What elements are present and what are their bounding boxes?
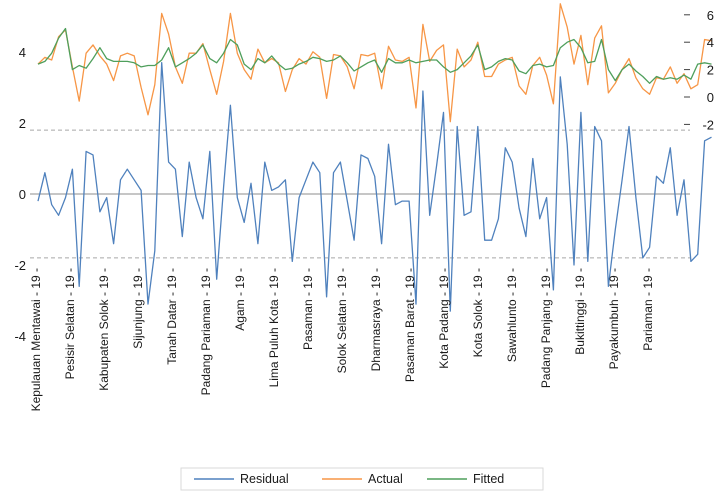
series-layer [37, 3, 712, 312]
left-tick-label: -4 [14, 329, 26, 344]
x-tick-label: Padang Panjang - 19 - [539, 268, 553, 388]
x-tick-label: Kota Solok - 19 - [471, 268, 485, 357]
x-tick-label: Kota Padang - 19 - [437, 268, 451, 369]
x-tick-label: Pariaman - 19 - [641, 268, 655, 351]
right-tick-label: -2 [702, 117, 714, 132]
left-tick-label: -2 [14, 258, 26, 273]
x-tick-label: Dharmasraya - 19 - [369, 268, 383, 371]
right-tick-label: 0 [707, 90, 714, 105]
legend: Residual Actual Fitted [180, 467, 544, 491]
x-tick-label: Sijunjung - 19 - [131, 268, 145, 349]
x-tick-label: Kabupaten Solok - 19 - [97, 268, 111, 391]
left-tick-label: 2 [19, 116, 26, 131]
x-tick-label: Sawahlunto - 19 - [505, 268, 519, 362]
legend-label-actual: Actual [368, 472, 403, 486]
x-axis: Kepulauan Mentawai - 19 - Pesisir Selatan… [29, 268, 655, 411]
right-tick-label: 2 [707, 63, 714, 78]
series-line-residual [37, 62, 712, 312]
x-tick-label: Bukittinggi - 19 - [573, 268, 587, 355]
x-tick-label: Agam - 19 - [233, 268, 247, 331]
x-tick-label: Pasaman Barat - 19 - [403, 268, 417, 382]
series-line-actual [37, 3, 712, 123]
series-line-fitted [37, 27, 712, 84]
x-tick-label: Lima Puluh Kota - 19 - [267, 268, 281, 387]
legend-label-residual: Residual [240, 472, 289, 486]
x-tick-label: Solok Selatan - 19 - [335, 268, 349, 373]
x-tick-label: Pesisir Selatan - 19 - [63, 268, 77, 379]
legend-label-fitted: Fitted [473, 472, 504, 486]
right-tick-label: 6 [707, 8, 714, 23]
x-tick-label: Payakumbuh - 19 - [607, 268, 621, 369]
x-tick-label: Pasaman - 19 - [301, 268, 315, 350]
right-axis: -202468 [684, 8, 714, 132]
left-tick-label: 4 [19, 45, 26, 60]
x-tick-label: Padang Pariaman - 19 - [199, 268, 213, 395]
x-tick-label: Tanah Datar - 19 - [165, 268, 179, 365]
x-tick-label: Kepulauan Mentawai - 19 - [29, 268, 43, 411]
right-tick-label: 4 [707, 35, 714, 50]
reference-lines [30, 129, 690, 259]
left-tick-label: 0 [19, 187, 26, 202]
left-axis: -4 -2 0 2 4 [14, 45, 26, 344]
